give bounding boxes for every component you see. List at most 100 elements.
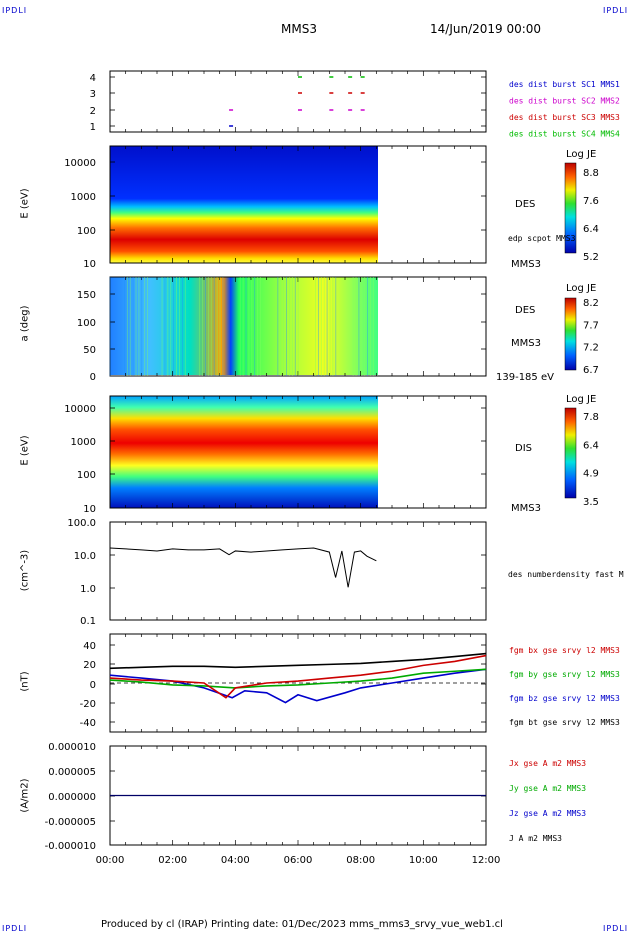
burst-frame [109, 70, 487, 133]
des-pitch-colorbar-label: 6.7 [583, 365, 599, 376]
des-pitch-ytick-label: 100 [77, 318, 96, 329]
density-ylabel: (cm^-3) [19, 549, 31, 592]
dis-energy-colorbar [564, 407, 577, 499]
des-energy-spectrogram [110, 146, 378, 263]
dis-energy-ytick-label: 10000 [64, 404, 96, 415]
burst-legend-entry: des dist burst SC1 MMS1 [509, 80, 620, 89]
des-pitch-ylabel: a (deg) [19, 305, 31, 342]
density-series [109, 547, 377, 588]
field-legend-entry: fgm by gse srvy l2 MMS3 [509, 670, 620, 679]
dis-energy-ytick-label: 1000 [71, 437, 96, 448]
des-pitch-colorbar-label: 7.2 [583, 343, 599, 354]
dis-energy-spectrogram [110, 396, 378, 508]
des-energy-ylabel: E (eV) [19, 188, 31, 219]
corner-label-top-left: IPDLI [2, 6, 28, 15]
des-pitch-ytick-label: 0 [90, 372, 96, 383]
des-pitch-colorbar [564, 297, 577, 371]
current-ytick-label: 0.000005 [48, 767, 96, 778]
x-tick-label: 06:00 [284, 855, 313, 866]
field-ylabel: (nT) [19, 671, 31, 692]
current-ytick-label: 0.000000 [48, 792, 96, 803]
des-energy-colorbar [564, 162, 577, 254]
density-ytick-label: 100.0 [67, 518, 96, 529]
field-ytick-label: -40 [80, 718, 96, 729]
x-tick-label: 12:00 [472, 855, 501, 866]
des-pitch-ytick-label: 50 [83, 345, 96, 356]
dis-energy-colorbar-label: 7.8 [583, 412, 599, 423]
des-energy-ytick-label: 100 [77, 226, 96, 237]
des-pitch-colorbar-label: 7.7 [583, 320, 599, 331]
density-legend: des numberdensity fast M [508, 570, 624, 579]
des-energy-ytick-label: 10 [83, 259, 96, 270]
current-legend-entry: Jy gse A m2 MMS3 [509, 784, 586, 793]
des-pitch-energy-range: 139-185 eV [496, 372, 554, 383]
des-energy-colorbar-label: 8.8 [583, 168, 599, 179]
des-energy-sc: MMS3 [511, 259, 541, 270]
des-pitch-colorbar-label: 8.2 [583, 298, 599, 309]
field-legend-entry: fgm bz gse srvy l2 MMS3 [509, 694, 620, 703]
field-series-bt [109, 652, 487, 670]
des-pitch-sc: MMS3 [511, 338, 541, 349]
dis-energy-colorbar-label: 3.5 [583, 497, 599, 508]
current-legend-entry: J A m2 MMS3 [509, 834, 562, 843]
burst-ytick-label: 1 [90, 122, 96, 133]
x-tick-label: 08:00 [346, 855, 375, 866]
des-energy-ytick-label: 1000 [71, 192, 96, 203]
field-legend-entry: fgm bx gse srvy l2 MMS3 [509, 646, 620, 655]
corner-label-top-right: IPDLI [603, 6, 629, 15]
field-legend-entry: fgm bt gse srvy l2 MMS3 [509, 718, 620, 727]
dis-energy-colorbar-label: 4.9 [583, 469, 599, 480]
density-ytick-label: 0.1 [80, 616, 96, 627]
des-pitch-colorbar-title: Log JE [566, 283, 597, 294]
des-energy-ytick-label: 10000 [64, 158, 96, 169]
spacecraft-title: MMS3 [281, 22, 317, 36]
des-energy-overlay: edp scpot MMS3 [508, 234, 576, 243]
field-series-by [109, 668, 487, 689]
dis-energy-ytick-label: 10 [83, 504, 96, 515]
date-title: 14/Jun/2019 00:00 [430, 22, 542, 36]
dis-energy-instrument: DIS [515, 443, 532, 454]
current-ylabel: (A/m2) [19, 778, 31, 813]
x-tick-label: 00:00 [96, 855, 125, 866]
des-pitch-instrument: DES [515, 305, 536, 316]
burst-legend-entry: des dist burst SC2 MMS2 [509, 97, 620, 106]
field-ytick-label: 0 [90, 680, 96, 691]
des-energy-colorbar-title: Log JE [566, 149, 597, 160]
density-ytick-label: 10.0 [74, 551, 96, 562]
burst-ytick-label: 2 [90, 106, 96, 117]
current-legend-entry: Jz gse A m2 MMS3 [509, 809, 586, 818]
field-ytick-label: 20 [83, 660, 96, 671]
current-ytick-label: 0.000010 [48, 742, 96, 753]
dis-energy-colorbar-label: 6.4 [583, 440, 599, 451]
field-series-bz [109, 668, 487, 704]
field-series-bx [109, 654, 487, 699]
des-pitch-spectrogram [110, 277, 378, 375]
x-tick-label: 10:00 [409, 855, 438, 866]
current-ytick-label: -0.000010 [45, 841, 96, 852]
burst-legend-entry: des dist burst SC3 MMS3 [509, 113, 620, 122]
burst-ytick-label: 4 [90, 73, 96, 84]
des-energy-instrument: DES [515, 199, 536, 210]
des-energy-colorbar-label: 6.4 [583, 224, 599, 235]
dis-energy-ylabel: E (eV) [19, 435, 31, 466]
des-energy-colorbar-label: 5.2 [583, 252, 599, 263]
density-frame [109, 521, 487, 621]
footer-credits: Produced by cl (IRAP) Printing date: 01/… [101, 919, 503, 930]
dis-energy-sc: MMS3 [511, 503, 541, 514]
des-energy-colorbar-label: 7.6 [583, 196, 599, 207]
current-legend-entry: Jx gse A m2 MMS3 [509, 759, 586, 768]
field-ytick-label: -20 [80, 699, 96, 710]
dis-energy-ytick-label: 100 [77, 470, 96, 481]
burst-ytick-label: 3 [90, 89, 96, 100]
corner-label-bottom-left: IPDLI [2, 924, 28, 933]
current-ytick-label: -0.000005 [45, 817, 96, 828]
dis-energy-colorbar-title: Log JE [566, 394, 597, 405]
corner-label-bottom-right: IPDLI [603, 924, 629, 933]
des-pitch-ytick-label: 150 [77, 290, 96, 301]
field-ytick-label: 40 [83, 641, 96, 652]
x-tick-label: 04:00 [221, 855, 250, 866]
burst-legend-entry: des dist burst SC4 MMS4 [509, 130, 620, 139]
density-ytick-label: 1.0 [80, 584, 96, 595]
x-tick-label: 02:00 [158, 855, 187, 866]
